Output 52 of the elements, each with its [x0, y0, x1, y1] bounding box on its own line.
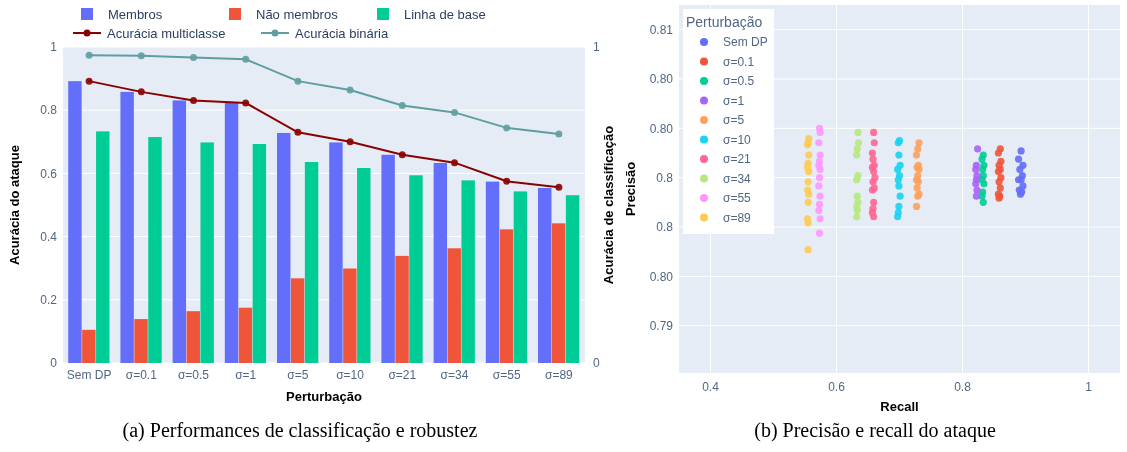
legend-label: Linha de base	[404, 6, 486, 22]
legend-label: σ=55	[723, 191, 752, 206]
y-tick-label: 0.80	[649, 121, 674, 136]
legend-label: Membros	[108, 6, 163, 22]
legend-label: σ=10	[723, 132, 752, 147]
legend-label: Acurácia multiclasse	[107, 25, 226, 41]
x-tick-label: σ=34	[440, 368, 469, 382]
x-tick-label: σ=55	[492, 368, 521, 382]
x-tick-label: σ=21	[388, 368, 417, 382]
x-axis-title: Perturbação	[286, 389, 362, 404]
legend-label: σ=89	[723, 210, 752, 225]
y-tick-label: 1	[50, 40, 58, 55]
y-axis-title: Acurácia do ataque	[7, 145, 22, 265]
x-tick-label: Sem DP	[66, 368, 112, 382]
y-tick-label: 0.8	[40, 103, 58, 118]
y-tick-label: 0	[50, 356, 58, 371]
legend-title: Perturbação	[686, 14, 763, 30]
x-tick-label: 0.4	[702, 380, 720, 394]
y2-tick-label: 1	[593, 40, 600, 55]
x-tick-label: σ=0.5	[177, 368, 210, 382]
legend-label: σ=34	[723, 171, 752, 186]
y-tick-label: 0.81	[649, 22, 674, 37]
legend-label: Sem DP	[723, 35, 768, 50]
y-tick-label: 0.6	[40, 166, 58, 181]
y-tick-label: 0.79	[649, 318, 674, 333]
x-tick-label: σ=0.1	[125, 368, 158, 382]
y-tick-label: 0.80	[649, 72, 674, 87]
legend-label: σ=1	[723, 93, 745, 108]
legend-label: σ=5	[723, 113, 745, 128]
y-tick-label: 0.8	[656, 170, 674, 185]
y2-axis-title: Acurácia de classificação	[601, 125, 616, 285]
y-tick-label: 0.80	[649, 269, 674, 284]
legend-label: σ=21	[723, 152, 752, 167]
text: (b) Precisão e recall do ataque	[754, 419, 996, 442]
legend-label: Acurácia binária	[295, 25, 389, 41]
y-axis-title: Precisão	[623, 161, 638, 217]
legend-label: σ=0.5	[723, 74, 755, 89]
y2-tick-label: 0	[593, 356, 600, 371]
y-tick-label: 0.2	[40, 293, 58, 307]
text: (a) Performances de classificação e robustez	[122, 419, 478, 442]
x-tick-label: σ=5	[287, 368, 309, 382]
x-tick-label: σ=10	[336, 368, 365, 382]
legend-label: σ=0.1	[723, 54, 755, 69]
x-tick-label: σ=1	[235, 368, 257, 382]
y-tick-label: 0.4	[40, 229, 58, 244]
y-tick-label: 0.8	[656, 220, 674, 235]
x-tick-label: 1	[1085, 380, 1093, 394]
legend-label: Não membros	[256, 6, 339, 22]
x-tick-label: σ=89	[545, 368, 574, 382]
x-tick-label: 0.6	[828, 380, 846, 394]
x-tick-label: 0.8	[954, 380, 972, 394]
x-axis-title: Recall	[880, 399, 919, 414]
